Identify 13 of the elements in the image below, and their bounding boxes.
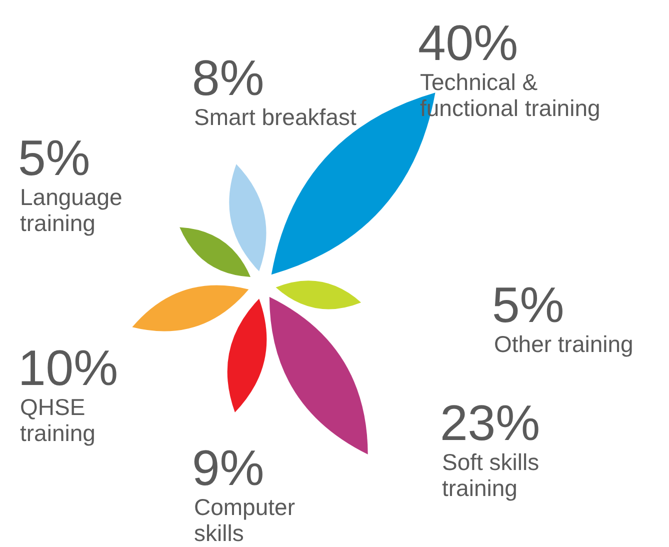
category-label: Other training: [494, 331, 634, 357]
category-label: QHSE training: [20, 394, 96, 446]
data-label: 23%: [440, 395, 540, 451]
data-label: 5%: [492, 277, 564, 333]
data-label: 5%: [18, 130, 90, 186]
category-label: Computer skills: [194, 494, 296, 546]
category-label: Smart breakfast: [194, 104, 357, 130]
category-label: Soft skills training: [442, 449, 540, 501]
category-label: Language training: [20, 184, 122, 236]
data-label: 8%: [192, 50, 264, 106]
data-label: 9%: [192, 440, 264, 496]
data-label: 40%: [418, 15, 518, 71]
data-label: 10%: [18, 340, 118, 396]
